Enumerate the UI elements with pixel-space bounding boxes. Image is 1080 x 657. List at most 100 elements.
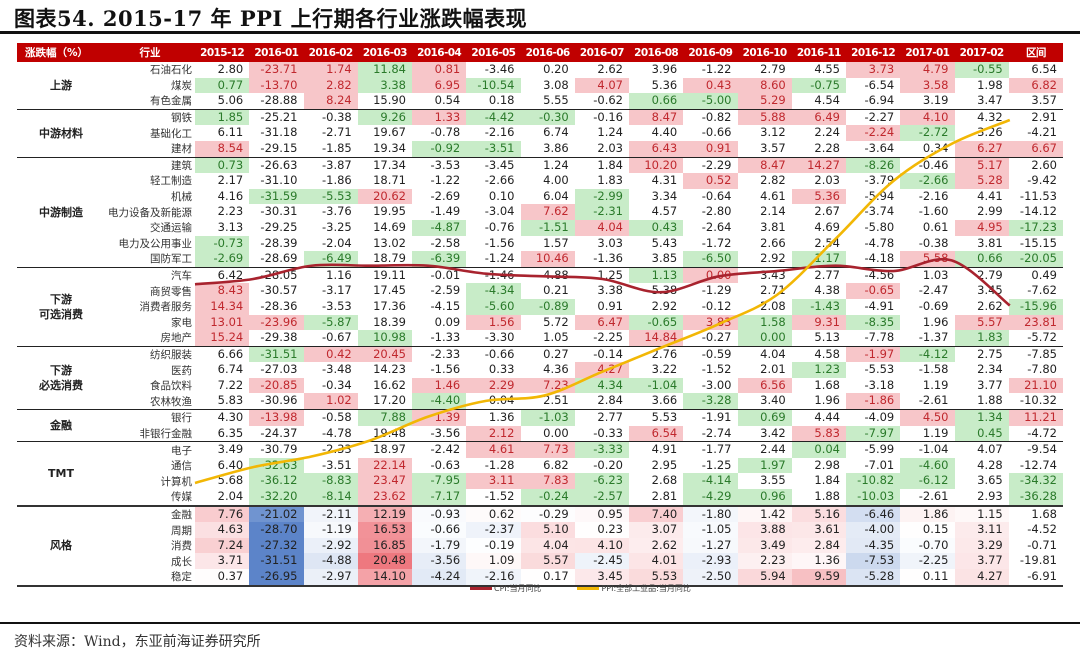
table-header: 涨跌幅（%） 行业 2015-12 2016-01 2016-02 2016-03 20… bbox=[17, 43, 1063, 62]
value-cell: -9.42 bbox=[1027, 173, 1057, 188]
value-cell: -3.51 bbox=[321, 457, 352, 472]
value-cell: -1.46 bbox=[484, 267, 515, 282]
value-cell: 18.71 bbox=[373, 173, 406, 188]
value-cell: 5.10 bbox=[520, 522, 575, 538]
value-cell: 0.61 bbox=[922, 219, 949, 234]
table-row: 基础化工 6.11 -31.18 -2.71 19.67 -0.78 -2.16 6.74 1.… bbox=[17, 125, 1063, 141]
value-cell: -1.19 bbox=[303, 522, 358, 538]
value-cell: 17.36 bbox=[373, 298, 406, 313]
value-cell: 8.47 bbox=[629, 109, 684, 126]
value-cell: 4.69 bbox=[814, 219, 840, 234]
value-cell: 0.04 bbox=[791, 442, 846, 458]
value-cell: -5.53 bbox=[864, 362, 895, 377]
value-cell: 15.90 bbox=[373, 93, 406, 108]
value-cell: -2.33 bbox=[321, 442, 352, 457]
value-cell: -2.57 bbox=[574, 489, 629, 505]
value-cell: -0.66 bbox=[701, 125, 732, 140]
value-cell: 7.76 bbox=[195, 506, 250, 523]
value-cell: 17.20 bbox=[373, 393, 406, 408]
value-cell: 2.23 bbox=[737, 553, 792, 569]
value-cell: -0.66 bbox=[412, 522, 466, 538]
value-cell: -2.58 bbox=[430, 235, 461, 250]
value-cell: -30.96 bbox=[260, 393, 298, 408]
value-cell: 4.58 bbox=[814, 346, 840, 361]
value-cell: -31.10 bbox=[260, 173, 298, 188]
value-cell: 0.37 bbox=[217, 569, 244, 583]
value-cell: -2.04 bbox=[321, 235, 352, 250]
value-cell: -1.43 bbox=[791, 298, 846, 315]
value-cell: 3.58 bbox=[900, 77, 955, 94]
header-column: 2016-02 bbox=[308, 46, 354, 59]
value-cell: 1.36 bbox=[488, 410, 515, 425]
value-cell: -2.69 bbox=[430, 188, 461, 203]
table-row: 房地产 15.24 -29.38 -0.67 10.98 -1.33 -3.30 1.05 -2… bbox=[17, 330, 1063, 346]
value-cell: 4.10 bbox=[900, 109, 955, 126]
value-cell: -26.95 bbox=[249, 569, 304, 585]
value-cell: 5.53 bbox=[651, 410, 678, 425]
value-cell: 3.13 bbox=[217, 219, 244, 234]
value-cell: 5.57 bbox=[954, 314, 1009, 331]
industry-name: 有色金属 bbox=[150, 95, 192, 108]
group-label: 下游 可选消费 bbox=[39, 292, 83, 321]
value-cell: -20.85 bbox=[249, 377, 304, 394]
industry-name: 机械 bbox=[171, 191, 192, 204]
value-cell: 2.34 bbox=[977, 362, 1003, 377]
value-cell: 23.62 bbox=[357, 489, 412, 505]
value-cell: 2.62 bbox=[629, 537, 684, 554]
value-cell: -7.53 bbox=[846, 553, 901, 569]
value-cell: 5.88 bbox=[737, 109, 792, 126]
value-cell: 2.84 bbox=[597, 393, 623, 408]
value-cell: -8.35 bbox=[846, 314, 901, 331]
value-cell: 1.46 bbox=[412, 377, 467, 394]
value-cell: 1.39 bbox=[412, 410, 467, 426]
value-cell: 3.40 bbox=[760, 393, 786, 408]
value-cell: -4.78 bbox=[321, 425, 352, 440]
value-cell: 2.54 bbox=[814, 235, 840, 250]
value-cell: 2.91 bbox=[1031, 109, 1057, 124]
value-cell: -2.72 bbox=[900, 125, 955, 141]
value-cell: 6.82 bbox=[543, 457, 569, 472]
value-cell: -28.05 bbox=[260, 267, 298, 282]
header-column: 2016-12 bbox=[851, 46, 896, 59]
value-cell: -30.79 bbox=[260, 442, 298, 457]
value-cell: 3.57 bbox=[1031, 93, 1057, 108]
table-row: 稳定 0.37 -26.95 -2.97 14.10 -4.24 -2.16 0.17 3.45… bbox=[17, 569, 1063, 585]
value-cell: -19.81 bbox=[1019, 553, 1057, 568]
industry-name: 通信 bbox=[171, 460, 192, 473]
value-cell: 4.32 bbox=[977, 109, 1003, 124]
table-row: 传媒 2.04 -32.20 -8.14 23.62 -7.17 -1.52 -0.24 -2.… bbox=[17, 489, 1063, 505]
value-cell: 5.68 bbox=[217, 473, 244, 488]
value-cell: 4.07 bbox=[574, 77, 629, 94]
industry-name: 房地产 bbox=[160, 332, 193, 345]
value-cell: 6.27 bbox=[954, 140, 1009, 157]
value-cell: 7.22 bbox=[217, 377, 244, 392]
value-cell: -0.12 bbox=[701, 298, 732, 313]
table-row: 银行 4.30 -13.98 -0.58 7.88 1.39 1.36 -1.03 2.77 5.… bbox=[17, 410, 1063, 426]
value-cell: 6.95 bbox=[412, 77, 467, 94]
value-cell: 14.34 bbox=[195, 298, 250, 315]
value-cell: 5.53 bbox=[629, 569, 684, 585]
value-cell: 4.00 bbox=[543, 173, 569, 188]
value-cell: 0.66 bbox=[629, 93, 684, 109]
value-cell: 1.05 bbox=[543, 330, 569, 345]
value-cell: 14.10 bbox=[357, 569, 412, 585]
value-cell: -6.23 bbox=[574, 473, 629, 490]
value-cell: 14.84 bbox=[629, 330, 684, 346]
value-cell: 5.06 bbox=[217, 93, 244, 108]
table-row: 医药 6.74 -27.03 -3.48 14.23 -1.56 0.33 4.36 4.27 3… bbox=[17, 362, 1063, 378]
value-cell: 1.84 bbox=[814, 473, 840, 488]
value-cell: -2.69 bbox=[195, 251, 250, 267]
value-cell: 7.62 bbox=[520, 204, 575, 220]
value-cell: 4.95 bbox=[954, 219, 1009, 236]
value-cell: 0.49 bbox=[1031, 267, 1057, 282]
value-cell: -0.16 bbox=[593, 109, 623, 124]
value-cell: -27.03 bbox=[260, 362, 298, 377]
value-cell: 3.49 bbox=[217, 442, 244, 457]
value-cell: -1.04 bbox=[918, 442, 949, 457]
value-cell: -4.35 bbox=[846, 537, 901, 554]
value-cell: 9.59 bbox=[791, 569, 846, 585]
title-divider bbox=[0, 31, 1080, 34]
value-cell: 3.12 bbox=[760, 125, 786, 140]
industry-name: 汽车 bbox=[171, 270, 192, 283]
value-cell: -4.12 bbox=[900, 346, 955, 363]
